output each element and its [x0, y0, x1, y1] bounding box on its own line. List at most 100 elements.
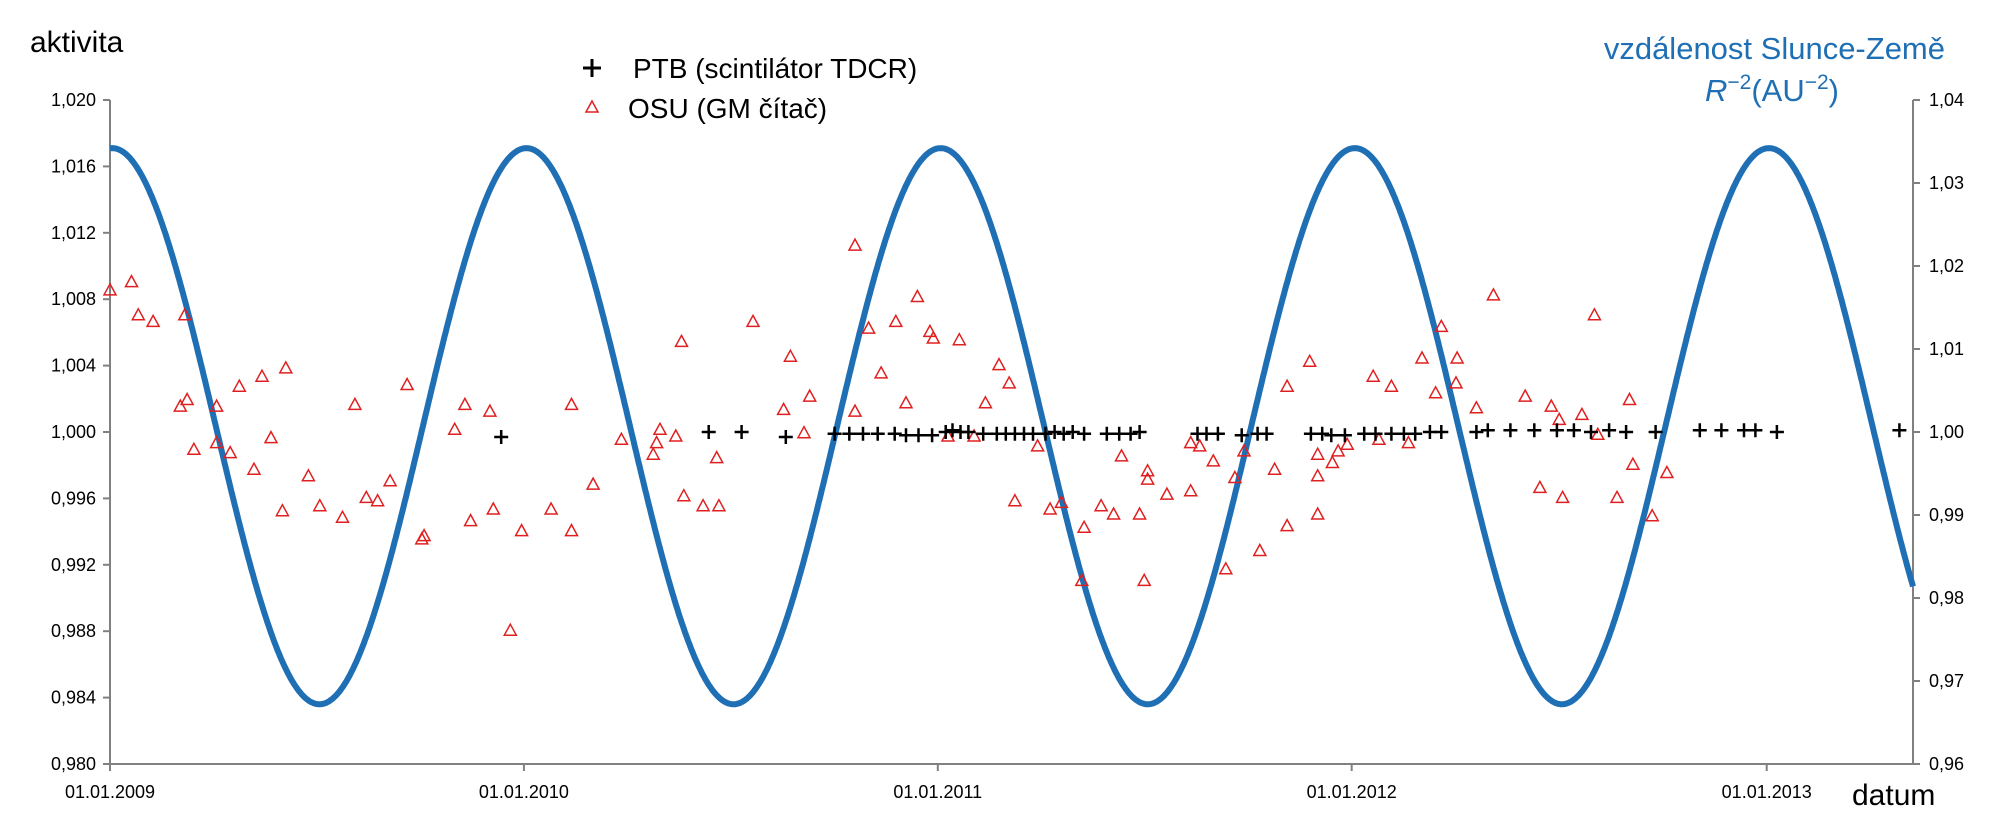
osu-point [564, 396, 579, 411]
osu-point [952, 332, 967, 346]
ptb-point [976, 426, 991, 441]
osu-point [1659, 464, 1675, 479]
osu-point [1076, 519, 1092, 534]
osu-point [649, 435, 664, 449]
osu-point [1106, 506, 1121, 520]
ptb-point [1549, 423, 1564, 438]
x-tick-label: 01.01.2013 [1722, 782, 1812, 802]
osu-point [543, 501, 559, 515]
osu-point [695, 498, 711, 512]
osu-point [1227, 469, 1243, 484]
ptb-point [842, 426, 857, 441]
osu-point [1644, 508, 1660, 522]
osu-point [1183, 435, 1198, 449]
ptb-point [1566, 423, 1581, 438]
ptb-point [1408, 426, 1423, 441]
osu-point [179, 391, 195, 406]
ptb-point [1527, 423, 1542, 438]
osu-point [1555, 489, 1570, 504]
osu-point [1469, 400, 1484, 414]
osu-point [278, 360, 294, 374]
osu-point [1310, 446, 1325, 460]
osu-point [910, 288, 925, 303]
ptb-point [1648, 425, 1663, 439]
osu-point [359, 489, 374, 504]
osu-point [1236, 443, 1252, 457]
legend-osu-label: OSU (GM čítač) [628, 93, 827, 124]
ptb-point [1324, 428, 1339, 443]
y2-tick-label: 0,97 [1929, 671, 1964, 691]
y-tick-label: 1,008 [51, 289, 96, 309]
y-tick-label: 0,988 [51, 621, 96, 641]
x-tick-label: 01.01.2010 [479, 782, 569, 802]
y-tick-label: 0,992 [51, 555, 96, 575]
ptb-point [1315, 426, 1330, 441]
ptb-point [1234, 428, 1249, 443]
osu-point [1609, 489, 1625, 504]
osu-point [783, 348, 798, 363]
osu-point [645, 446, 661, 460]
ptb-point [1368, 426, 1383, 441]
osu-point [1448, 375, 1464, 389]
x-tick-label: 01.01.2012 [1307, 782, 1397, 802]
osu-point [124, 274, 139, 288]
osu-point [1279, 378, 1295, 392]
y-tick-label: 1,016 [51, 156, 96, 176]
x-axis-title: datum [1852, 779, 1935, 812]
ptb-point [1748, 423, 1763, 438]
osu-point [614, 431, 629, 446]
osu-point [1074, 572, 1090, 587]
y-tick-label: 0,996 [51, 488, 96, 508]
osu-point [1574, 406, 1590, 421]
osu-point [482, 403, 498, 417]
osu-point [1192, 438, 1207, 452]
y2-tick-label: 1,00 [1929, 422, 1964, 442]
osu-point [399, 376, 415, 391]
osu-point [1325, 454, 1340, 469]
osu-point [1001, 375, 1017, 389]
y2-tick-label: 0,98 [1929, 588, 1964, 608]
ptb-point [1469, 425, 1484, 439]
ptb-point [1123, 426, 1138, 441]
unit-close: ) [1829, 73, 1839, 108]
ptb-point [1434, 425, 1449, 439]
osu-point [1302, 353, 1317, 368]
osu-point [1218, 561, 1234, 575]
y2-tick-label: 1,04 [1929, 90, 1964, 110]
axes: 1,020 1,016 1,012 1,008 1,004 1,000 0,996 0,992… [51, 90, 1964, 802]
ptb-point [1132, 425, 1147, 439]
ptb-point [1337, 428, 1352, 443]
ptb-point [1584, 425, 1598, 439]
y-tick-label: 1,012 [51, 223, 96, 243]
osu-point [1401, 435, 1416, 449]
y-tick-label: 1,004 [51, 356, 96, 376]
curve-layer [108, 145, 1916, 708]
y2-tick-label: 0,99 [1929, 505, 1964, 525]
osu-point [1587, 307, 1602, 321]
legend-osu-marker [584, 99, 600, 113]
ptb-point [899, 428, 913, 443]
ptb-point [1056, 426, 1071, 441]
ptb-point [887, 426, 902, 441]
osu-point [1267, 461, 1282, 475]
unit-text: (AU [1751, 73, 1804, 108]
osu-point [709, 450, 724, 464]
osu-point [102, 282, 118, 296]
osu-point [745, 313, 761, 328]
osu-point [209, 398, 224, 412]
osu-point [186, 441, 202, 456]
ptb-point [961, 425, 976, 439]
ptb-point [1077, 426, 1092, 441]
ptb-point [1480, 423, 1495, 438]
osu-point [926, 330, 941, 344]
ptb-point [1259, 426, 1274, 441]
ptb-point [1047, 425, 1062, 439]
osu-point [1136, 572, 1152, 587]
right-axis-title: vzdálenost Slunce-Země R−2(AU−2) [1604, 31, 1945, 108]
osu-point [1114, 448, 1129, 462]
osu-point [776, 401, 791, 416]
ptb-point [1065, 425, 1080, 439]
osu-point [1042, 501, 1058, 515]
osu-point [585, 476, 601, 490]
osu-point [1449, 350, 1465, 364]
